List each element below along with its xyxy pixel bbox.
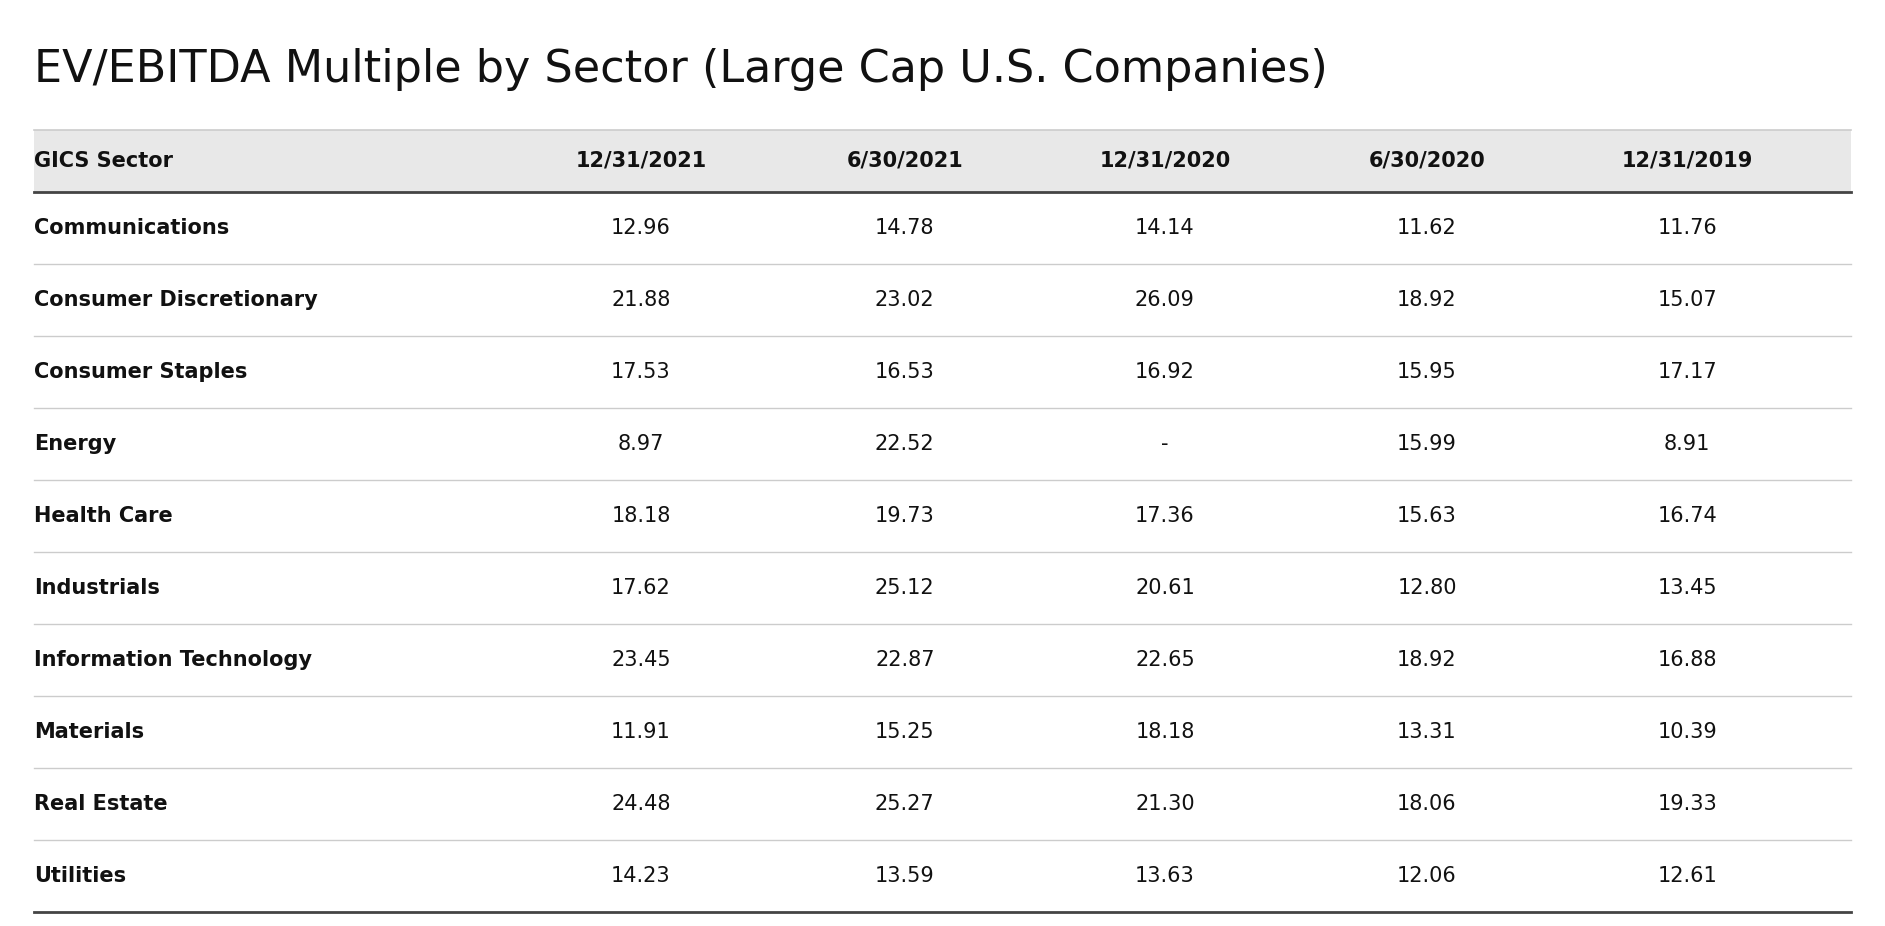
Text: 15.99: 15.99 <box>1397 434 1457 454</box>
Bar <box>34 768 1851 840</box>
Text: 17.36: 17.36 <box>1135 506 1195 526</box>
Text: EV/EBITDA Multiple by Sector (Large Cap U.S. Companies): EV/EBITDA Multiple by Sector (Large Cap … <box>34 48 1327 91</box>
Text: 13.63: 13.63 <box>1135 866 1195 886</box>
Text: 6/30/2021: 6/30/2021 <box>846 151 963 171</box>
Text: 12/31/2019: 12/31/2019 <box>1621 151 1753 171</box>
Text: 12.61: 12.61 <box>1657 866 1717 886</box>
Text: 15.63: 15.63 <box>1397 506 1457 526</box>
Text: 22.52: 22.52 <box>875 434 935 454</box>
Text: Consumer Staples: Consumer Staples <box>34 362 247 382</box>
Text: 15.07: 15.07 <box>1657 290 1717 310</box>
Text: 21.30: 21.30 <box>1135 794 1195 814</box>
Text: 18.18: 18.18 <box>611 506 671 526</box>
Text: 16.92: 16.92 <box>1135 362 1195 382</box>
Text: 25.27: 25.27 <box>875 794 935 814</box>
Text: 20.61: 20.61 <box>1135 578 1195 598</box>
Text: 13.31: 13.31 <box>1397 722 1457 742</box>
Text: 12/31/2020: 12/31/2020 <box>1099 151 1231 171</box>
Text: Health Care: Health Care <box>34 506 173 526</box>
Text: Consumer Discretionary: Consumer Discretionary <box>34 290 319 310</box>
Text: 26.09: 26.09 <box>1135 290 1195 310</box>
Text: Industrials: Industrials <box>34 578 160 598</box>
Text: 12.80: 12.80 <box>1397 578 1457 598</box>
Text: 14.23: 14.23 <box>611 866 671 886</box>
Text: 10.39: 10.39 <box>1657 722 1717 742</box>
Bar <box>34 408 1851 480</box>
Text: Real Estate: Real Estate <box>34 794 168 814</box>
Text: 17.53: 17.53 <box>611 362 671 382</box>
Text: 14.78: 14.78 <box>875 218 935 238</box>
Text: 6/30/2020: 6/30/2020 <box>1369 151 1485 171</box>
Text: 22.65: 22.65 <box>1135 650 1195 670</box>
Text: 23.02: 23.02 <box>875 290 935 310</box>
Text: 16.74: 16.74 <box>1657 506 1717 526</box>
Text: GICS Sector: GICS Sector <box>34 151 173 171</box>
Text: Information Technology: Information Technology <box>34 650 311 670</box>
Text: 16.53: 16.53 <box>875 362 935 382</box>
Text: 23.45: 23.45 <box>611 650 671 670</box>
Text: Materials: Materials <box>34 722 143 742</box>
Text: 21.88: 21.88 <box>611 290 671 310</box>
Bar <box>34 480 1851 552</box>
Text: 22.87: 22.87 <box>875 650 935 670</box>
Text: 16.88: 16.88 <box>1657 650 1717 670</box>
Text: 11.91: 11.91 <box>611 722 671 742</box>
Bar <box>34 696 1851 768</box>
Text: 12.96: 12.96 <box>611 218 671 238</box>
Text: 15.95: 15.95 <box>1397 362 1457 382</box>
Text: 13.45: 13.45 <box>1657 578 1717 598</box>
Text: 18.06: 18.06 <box>1397 794 1457 814</box>
Text: Energy: Energy <box>34 434 117 454</box>
Text: 8.97: 8.97 <box>618 434 664 454</box>
Text: 17.17: 17.17 <box>1657 362 1717 382</box>
Text: Communications: Communications <box>34 218 230 238</box>
Text: Utilities: Utilities <box>34 866 126 886</box>
Bar <box>34 840 1851 912</box>
Text: 24.48: 24.48 <box>611 794 671 814</box>
Bar <box>34 130 1851 192</box>
Text: 25.12: 25.12 <box>875 578 935 598</box>
Text: 15.25: 15.25 <box>875 722 935 742</box>
Text: 18.92: 18.92 <box>1397 290 1457 310</box>
Text: 12.06: 12.06 <box>1397 866 1457 886</box>
Text: 18.92: 18.92 <box>1397 650 1457 670</box>
Bar <box>34 264 1851 336</box>
Bar <box>34 192 1851 264</box>
Text: 13.59: 13.59 <box>875 866 935 886</box>
Bar <box>34 624 1851 696</box>
Text: 11.62: 11.62 <box>1397 218 1457 238</box>
Text: -: - <box>1161 434 1169 454</box>
Text: 14.14: 14.14 <box>1135 218 1195 238</box>
Bar <box>34 336 1851 408</box>
Text: 12/31/2021: 12/31/2021 <box>575 151 707 171</box>
Bar <box>34 552 1851 624</box>
Text: 19.73: 19.73 <box>875 506 935 526</box>
Text: 18.18: 18.18 <box>1135 722 1195 742</box>
Text: 19.33: 19.33 <box>1657 794 1717 814</box>
Text: 17.62: 17.62 <box>611 578 671 598</box>
Text: 8.91: 8.91 <box>1664 434 1710 454</box>
Text: 11.76: 11.76 <box>1657 218 1717 238</box>
